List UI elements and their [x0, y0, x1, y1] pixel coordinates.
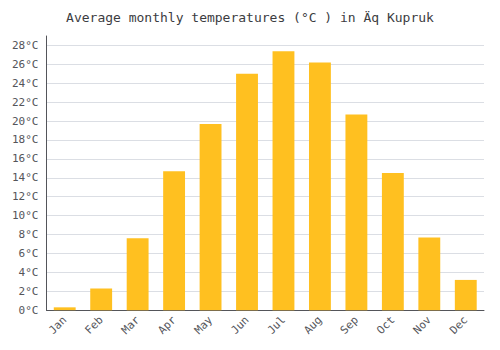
svg-text:8°C: 8°C: [19, 228, 39, 241]
svg-text:Nov: Nov: [411, 313, 434, 336]
svg-text:May: May: [192, 313, 215, 336]
svg-text:Dec: Dec: [447, 314, 470, 337]
svg-text:Oct: Oct: [374, 314, 397, 337]
svg-text:12°C: 12°C: [12, 190, 39, 203]
svg-text:Average monthly temperatures (: Average monthly temperatures (°C ) in Äq…: [66, 10, 434, 25]
svg-text:22°C: 22°C: [12, 96, 39, 109]
svg-text:Jan: Jan: [46, 314, 69, 337]
svg-text:6°C: 6°C: [19, 247, 39, 260]
svg-text:16°C: 16°C: [12, 152, 39, 165]
svg-text:24°C: 24°C: [12, 77, 39, 90]
svg-text:2°C: 2°C: [19, 285, 39, 298]
svg-text:Apr: Apr: [155, 313, 178, 336]
svg-text:10°C: 10°C: [12, 209, 39, 222]
svg-text:18°C: 18°C: [12, 133, 39, 146]
svg-text:14°C: 14°C: [12, 171, 39, 184]
svg-text:26°C: 26°C: [12, 58, 39, 71]
svg-text:Feb: Feb: [83, 314, 106, 337]
svg-text:20°C: 20°C: [12, 115, 39, 128]
svg-text:Jun: Jun: [228, 314, 251, 337]
svg-text:Mar: Mar: [119, 313, 142, 336]
svg-text:Aug: Aug: [301, 314, 324, 337]
svg-text:28°C: 28°C: [12, 39, 39, 52]
svg-text:Jul: Jul: [265, 314, 288, 337]
svg-text:4°C: 4°C: [19, 266, 39, 279]
svg-text:Sep: Sep: [338, 314, 361, 337]
svg-text:0°C: 0°C: [19, 304, 39, 317]
